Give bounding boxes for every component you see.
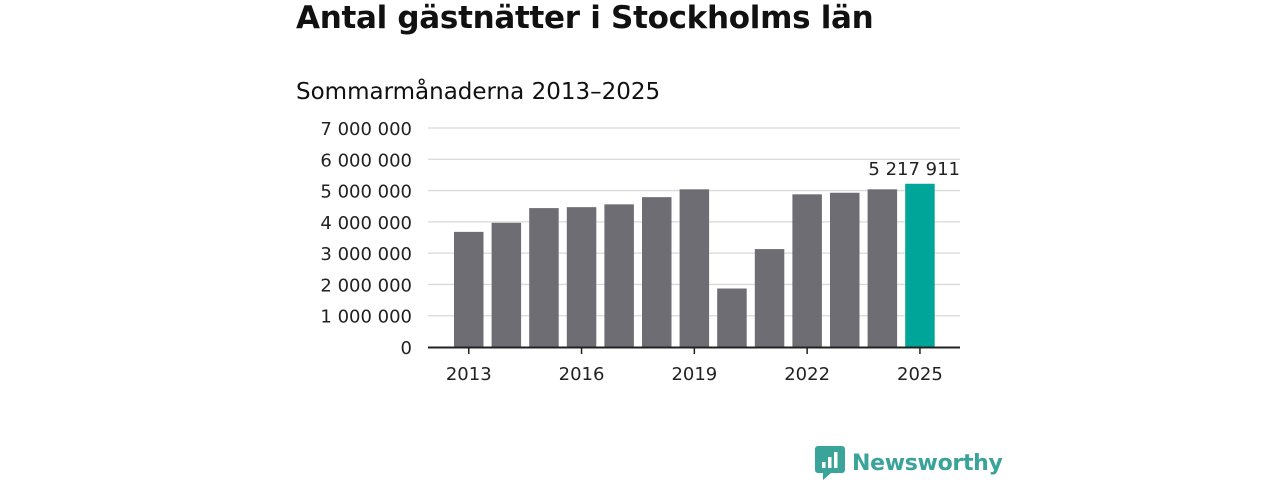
newsworthy-logo: Newsworthy — [815, 446, 1003, 480]
newsworthy-logo-icon — [815, 446, 845, 480]
bar-2020 — [717, 288, 747, 347]
y-tick-label: 0 — [401, 338, 412, 359]
bar-2019 — [679, 189, 710, 347]
chart-subtitle: Sommarmånaderna 2013–2025 — [296, 79, 661, 105]
x-axis-tick-labels: 2013 2016 2019 2022 2025 — [446, 364, 943, 385]
annotations: 5 217 911 — [868, 159, 960, 180]
bar-2015 — [529, 208, 559, 347]
y-tick-label: 3 000 000 — [320, 244, 412, 265]
bar-2016 — [566, 207, 597, 347]
bar-2024 — [867, 189, 898, 347]
y-tick-label: 1 000 000 — [320, 307, 412, 328]
bar-2017 — [604, 204, 634, 347]
bars — [454, 183, 935, 347]
bar-2018 — [642, 197, 672, 347]
bar-2013 — [454, 231, 484, 347]
x-tick-label: 2013 — [446, 364, 492, 385]
bar-2022 — [792, 194, 822, 347]
y-tick-label: 5 000 000 — [320, 182, 412, 203]
chart-title: Antal gästnätter i Stockholms län — [296, 0, 874, 36]
y-tick-label: 4 000 000 — [320, 213, 412, 234]
x-tick-label: 2022 — [784, 364, 830, 385]
x-tick-label: 2016 — [559, 364, 605, 385]
x-tick-label: 2025 — [897, 364, 943, 385]
bar-2014 — [491, 222, 522, 347]
y-tick-label: 7 000 000 — [320, 119, 412, 140]
bar-2023 — [830, 192, 860, 347]
bar-2025 — [905, 183, 935, 347]
data-label-2025: 5 217 911 — [868, 159, 960, 180]
y-tick-label: 6 000 000 — [320, 150, 412, 171]
x-tick-label: 2019 — [671, 364, 717, 385]
y-tick-label: 2 000 000 — [320, 275, 412, 296]
x-axis — [428, 346, 960, 354]
y-axis-tick-labels: 0 1 000 000 2 000 000 3 000 000 4 000 000 5 0… — [320, 119, 412, 359]
brand-name: Newsworthy — [852, 450, 1003, 476]
bar-2021 — [754, 249, 785, 347]
